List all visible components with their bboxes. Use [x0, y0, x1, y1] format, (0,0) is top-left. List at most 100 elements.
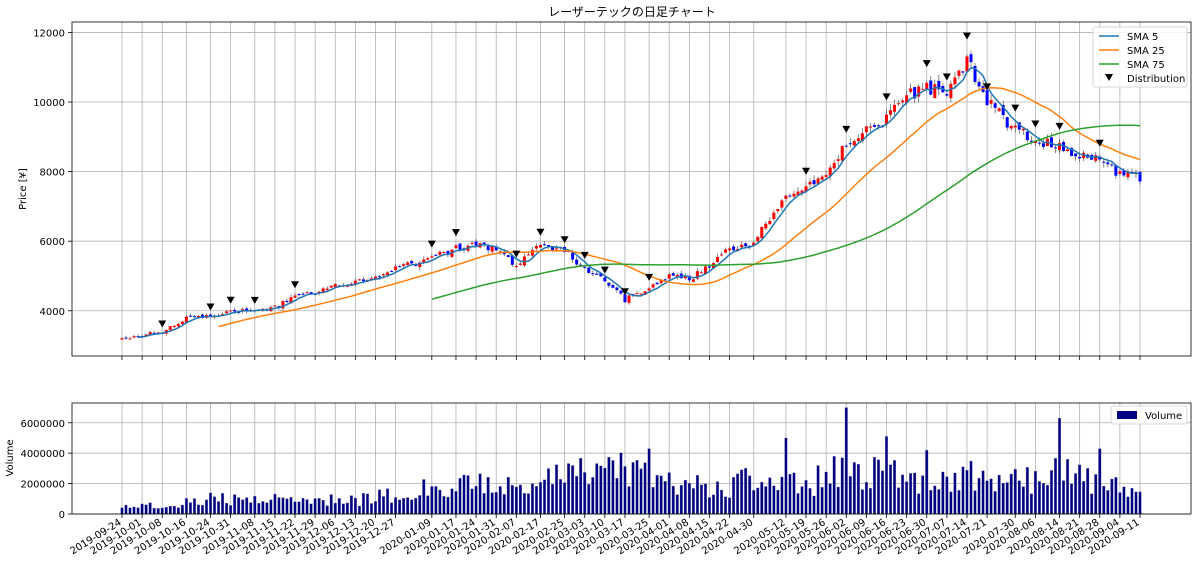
- volume-bar: [965, 470, 969, 515]
- volume-bar: [221, 493, 225, 515]
- volume-bar: [273, 493, 277, 515]
- volume-bar: [390, 502, 394, 515]
- candle-down: [876, 125, 880, 127]
- volume-bar: [961, 466, 965, 515]
- volume-bar: [120, 507, 124, 515]
- candle-up: [776, 208, 780, 212]
- candle-up: [402, 264, 406, 266]
- distribution-marker: [536, 228, 545, 236]
- candle-up: [321, 288, 325, 293]
- candle-up: [526, 254, 530, 256]
- volume-bar: [309, 503, 313, 515]
- volume-bar: [293, 501, 297, 515]
- candle-up: [901, 100, 905, 103]
- distribution-marker: [1055, 122, 1064, 130]
- candle-up: [329, 285, 333, 288]
- volume-bar: [716, 481, 719, 515]
- volume-bar: [406, 497, 410, 515]
- candle-down: [788, 195, 792, 197]
- candle-up: [394, 266, 398, 271]
- volume-bar: [213, 496, 216, 515]
- candle-up: [184, 316, 188, 323]
- volume-bar: [1029, 493, 1033, 515]
- volume-bar: [160, 507, 164, 515]
- candle-down: [993, 103, 997, 108]
- volume-bar: [209, 492, 212, 515]
- volume-bar: [844, 407, 848, 515]
- candle-down: [732, 246, 736, 251]
- candle-down: [977, 81, 981, 87]
- candle-up: [514, 266, 518, 268]
- candle-up: [345, 285, 349, 287]
- volume-bar: [337, 498, 341, 515]
- candle-up: [800, 190, 804, 194]
- volume-bar: [1074, 473, 1078, 515]
- volume-bar: [132, 506, 136, 515]
- volume-bar: [768, 477, 772, 515]
- volume-bar: [764, 486, 768, 515]
- volume-bar: [349, 495, 353, 515]
- candle-up: [120, 338, 124, 340]
- volume-bar: [941, 471, 945, 515]
- volume-bar: [1110, 478, 1114, 515]
- volume-bar: [925, 449, 929, 515]
- volume-bar: [365, 493, 369, 515]
- candle-up: [647, 288, 651, 291]
- candle-up: [651, 284, 655, 288]
- volume-bar: [1005, 482, 1009, 515]
- volume-bar: [563, 482, 567, 515]
- price-chart-title: レーザーテックの日足チャート: [548, 5, 716, 19]
- volume-y-axis-label: Volume: [5, 439, 16, 476]
- volume-bar: [623, 466, 627, 515]
- volume-bar: [249, 502, 253, 515]
- candle-down: [1001, 104, 1005, 116]
- candle-up: [864, 126, 868, 133]
- candle-down: [1054, 147, 1058, 149]
- volume-bar: [1054, 458, 1057, 515]
- candle-up: [828, 167, 832, 176]
- candle-up: [716, 257, 720, 263]
- volume-bar: [824, 471, 828, 515]
- volume-bar: [442, 496, 446, 515]
- candle-up: [885, 114, 889, 125]
- volume-bar: [760, 481, 764, 515]
- volume-bar: [555, 464, 559, 515]
- candle-down: [848, 143, 852, 145]
- candle-down: [233, 310, 237, 312]
- candle-down: [607, 282, 611, 286]
- sma5-line: [138, 66, 1141, 339]
- candle-down: [1098, 156, 1102, 160]
- candle-up: [703, 266, 707, 275]
- candle-up: [897, 103, 901, 105]
- candle-down: [575, 259, 579, 265]
- volume-bar: [144, 504, 148, 515]
- candle-up: [281, 301, 285, 309]
- candle-up: [148, 332, 152, 336]
- candle-up: [176, 324, 180, 327]
- candle-down: [1078, 156, 1082, 159]
- candle-down: [188, 315, 192, 317]
- volume-bar: [1094, 474, 1098, 515]
- candle-down: [913, 87, 917, 99]
- distribution-markers: [158, 32, 1104, 328]
- distribution-marker: [802, 167, 811, 175]
- candle-down: [458, 243, 462, 250]
- candle-down: [410, 260, 414, 264]
- volume-y-tick-label: 2000000: [20, 480, 65, 491]
- volume-bar: [985, 480, 989, 515]
- volume-bar: [386, 488, 390, 515]
- volume-bar: [430, 486, 434, 515]
- price-y-tick-label: 10000: [33, 98, 65, 109]
- candle-up: [699, 272, 703, 274]
- volume-bar: [1041, 482, 1045, 515]
- candle-up: [1094, 155, 1098, 161]
- candle-up: [724, 249, 728, 253]
- volume-bar: [490, 492, 494, 515]
- candle-up: [816, 178, 820, 184]
- volume-y-tick-label: 4000000: [20, 449, 65, 460]
- candle-up: [832, 162, 836, 169]
- volume-bar: [313, 498, 317, 515]
- volume-bar: [152, 508, 156, 515]
- candle-down: [1110, 164, 1114, 166]
- candle-down: [1070, 147, 1074, 156]
